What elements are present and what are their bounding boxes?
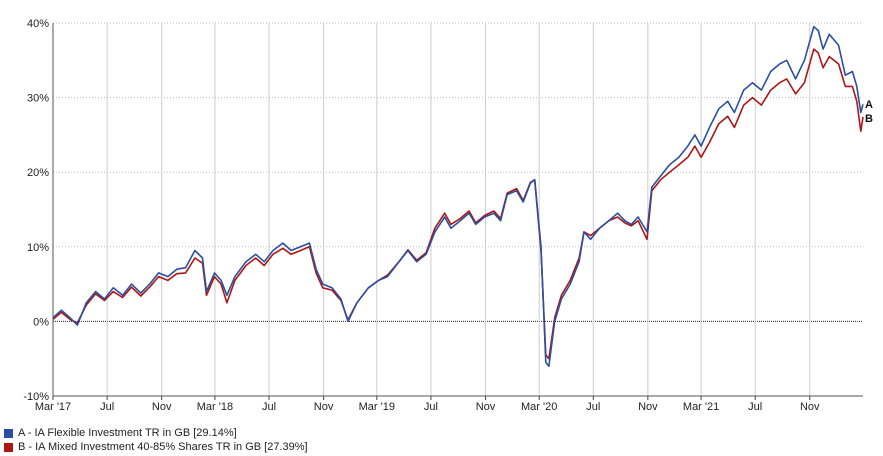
x-tick-label: Mar '21 — [683, 401, 719, 413]
y-tick-label: 30% — [27, 93, 49, 105]
legend-label-b: B - IA Mixed Investment 40-85% Shares TR… — [18, 441, 308, 453]
y-tick-label: -10% — [23, 391, 49, 403]
y-tick-label: 40% — [27, 18, 49, 30]
x-tick-label: Nov — [800, 401, 820, 413]
x-tick-label: Nov — [152, 401, 172, 413]
x-tick-label: Mar '19 — [359, 401, 395, 413]
x-tick-label: Mar '20 — [521, 401, 557, 413]
series-end-label-b: B — [865, 113, 873, 125]
end-labels: AB — [865, 99, 873, 125]
x-tick-label: Nov — [314, 401, 334, 413]
series-end-label-a: A — [865, 99, 873, 111]
x-tick-label: Nov — [638, 401, 658, 413]
x-tick-label: Jul — [262, 401, 276, 413]
legend-label-a: A - IA Flexible Investment TR in GB [29.… — [18, 427, 237, 439]
series-layer — [52, 25, 864, 368]
x-tick-label: Mar '17 — [35, 401, 71, 413]
y-axis-ticks: -10% 0% 10% 20% 30% 40% — [23, 18, 49, 403]
legend-swatch-b — [4, 442, 13, 452]
x-axis-ticks: Mar '17 Jul Nov Mar '18 Jul Nov Mar '19 Jul Nov M… — [35, 396, 820, 413]
x-tick-label: Mar '18 — [197, 401, 233, 413]
grid-lines — [52, 22, 863, 397]
x-tick-label: Nov — [476, 401, 496, 413]
x-tick-label: Jul — [586, 401, 600, 413]
x-tick-label: Jul — [748, 401, 762, 413]
x-tick-label: Jul — [424, 401, 438, 413]
y-tick-label: 0% — [33, 316, 49, 328]
legend-item-b[interactable]: B - IA Mixed Investment 40-85% Shares TR… — [4, 440, 308, 454]
legend-swatch-a — [4, 428, 13, 438]
series-line-a — [52, 25, 864, 368]
axes — [52, 23, 863, 397]
line-chart: -10% 0% 10% 20% 30% 40% Mar '17 Jul Nov Mar '18 J… — [23, 18, 873, 413]
legend: A - IA Flexible Investment TR in GB [29.… — [4, 426, 308, 454]
legend-item-a[interactable]: A - IA Flexible Investment TR in GB [29.… — [4, 426, 308, 440]
y-tick-label: 10% — [27, 242, 49, 254]
y-tick-label: 20% — [27, 167, 49, 179]
x-tick-label: Jul — [100, 401, 114, 413]
